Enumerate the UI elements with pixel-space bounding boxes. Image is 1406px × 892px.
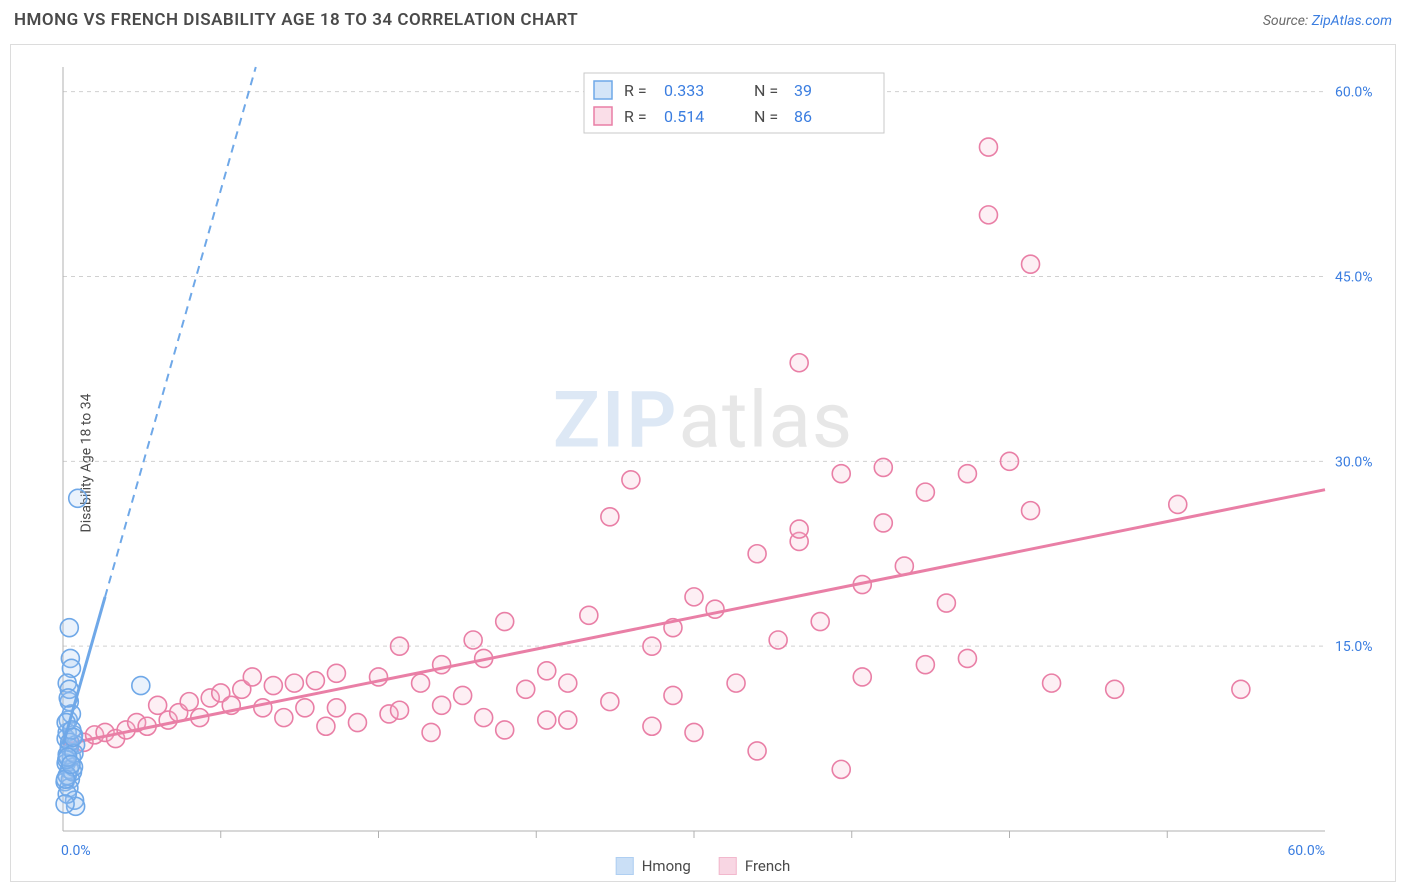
data-point (454, 686, 472, 704)
data-point (475, 709, 493, 727)
legend-n-label: N = (754, 81, 778, 100)
data-point (391, 701, 409, 719)
source-attribution: Source: ZipAtlas.com (1263, 13, 1392, 29)
data-point (132, 677, 150, 695)
data-point (538, 662, 556, 680)
data-point (979, 206, 997, 224)
data-point (601, 508, 619, 526)
data-point (296, 699, 314, 717)
legend-r-value: 0.514 (664, 107, 704, 126)
data-point (264, 677, 282, 695)
legend-swatch (594, 107, 612, 125)
legend-r-value: 0.333 (664, 81, 704, 100)
data-point (433, 696, 451, 714)
legend-r-label: R = (624, 81, 647, 100)
data-point (685, 723, 703, 741)
source-link[interactable]: ZipAtlas.com (1312, 13, 1392, 29)
legend-n-label: N = (754, 107, 778, 126)
data-point (62, 755, 80, 773)
data-point (56, 795, 74, 813)
legend-swatch (719, 857, 737, 875)
chart-title: HMONG VS FRENCH DISABILITY AGE 18 TO 34 … (14, 10, 578, 30)
data-point (916, 656, 934, 674)
svg-text:60.0%: 60.0% (1335, 85, 1373, 101)
data-point (853, 668, 871, 686)
data-point (1106, 680, 1124, 698)
data-point (958, 465, 976, 483)
svg-text:15.0%: 15.0% (1335, 639, 1373, 655)
data-point (285, 674, 303, 692)
legend-item: Hmong (616, 857, 691, 875)
source-label: Source: (1263, 13, 1308, 29)
data-point (496, 613, 514, 631)
data-point (643, 717, 661, 735)
legend-swatch (594, 81, 612, 99)
data-point (327, 664, 345, 682)
data-point (1169, 495, 1187, 513)
data-point (979, 138, 997, 156)
data-point (580, 606, 598, 624)
data-point (664, 686, 682, 704)
data-point (306, 672, 324, 690)
data-point (601, 693, 619, 711)
data-point (243, 668, 261, 686)
data-point (1022, 255, 1040, 273)
data-point (496, 721, 514, 739)
data-point (748, 545, 766, 563)
data-point (769, 631, 787, 649)
data-point (916, 483, 934, 501)
svg-text:30.0%: 30.0% (1335, 454, 1373, 470)
data-point (874, 458, 892, 476)
data-point (1022, 502, 1040, 520)
data-point (790, 520, 808, 538)
data-point (1043, 674, 1061, 692)
data-point (69, 489, 87, 507)
data-point (275, 709, 293, 727)
data-point (622, 471, 640, 489)
data-point (348, 714, 366, 732)
svg-text:0.0%: 0.0% (61, 843, 91, 859)
data-point (412, 674, 430, 692)
data-point (60, 619, 78, 637)
data-point (832, 465, 850, 483)
legend-n-value: 86 (794, 107, 812, 126)
data-point (748, 742, 766, 760)
legend-label: French (745, 857, 790, 875)
data-point (1232, 680, 1250, 698)
legend-r-label: R = (624, 107, 647, 126)
svg-text:45.0%: 45.0% (1335, 269, 1373, 285)
data-point (559, 711, 577, 729)
plot-area: Disability Age 18 to 34 ZIPatlas 15.0%30… (10, 44, 1396, 882)
data-point (811, 613, 829, 631)
bottom-legend: Hmong French (610, 855, 797, 877)
data-point (874, 514, 892, 532)
legend-item: French (719, 857, 790, 875)
trend-line (63, 490, 1325, 745)
data-point (832, 760, 850, 778)
data-point (254, 699, 272, 717)
trend-line-extrapolated (105, 67, 256, 597)
data-point (391, 637, 409, 655)
data-point (317, 717, 335, 735)
data-point (180, 693, 198, 711)
data-point (958, 649, 976, 667)
data-point (727, 674, 745, 692)
data-point (559, 674, 577, 692)
data-point (685, 588, 703, 606)
data-point (643, 637, 661, 655)
legend-label: Hmong (642, 857, 691, 875)
scatter-svg: 15.0% 30.0% 45.0% 60.0% 0.0% 60.0% R = 0.333 N =… (11, 45, 1395, 881)
data-point (1001, 452, 1019, 470)
data-point (422, 723, 440, 741)
legend-n-value: 39 (794, 81, 812, 100)
data-point (517, 680, 535, 698)
data-point (327, 699, 345, 717)
legend-swatch (616, 857, 634, 875)
data-point (790, 354, 808, 372)
data-point (538, 711, 556, 729)
data-point (464, 631, 482, 649)
data-point (937, 594, 955, 612)
svg-text:60.0%: 60.0% (1287, 843, 1325, 859)
